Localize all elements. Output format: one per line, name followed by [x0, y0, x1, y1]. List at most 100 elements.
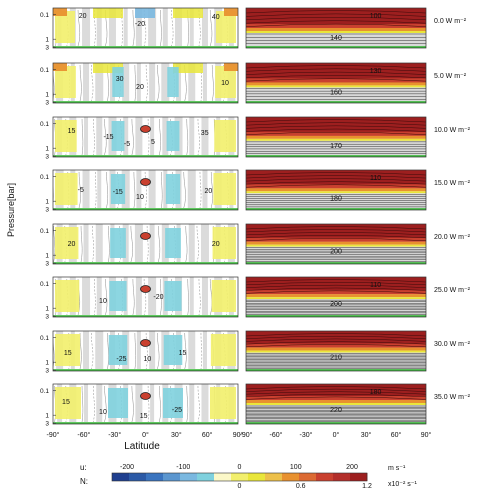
- n-transition-region: [246, 85, 426, 88]
- y-tick-label: 1: [45, 413, 49, 420]
- easterly-region-east: [164, 281, 182, 311]
- n-contour-line: [246, 78, 426, 82]
- n-transition-region: [246, 244, 426, 247]
- u-panel-frame: [52, 383, 239, 425]
- u-panel-frame: [52, 223, 239, 265]
- n-panel: 210 30.0 W m⁻²: [245, 330, 471, 372]
- n-contour-line: [246, 396, 426, 400]
- contour-line: [157, 64, 160, 102]
- n-contour-line: [246, 394, 426, 398]
- contour-band: [175, 8, 183, 46]
- x-ticks-left: -90° -60° -30° 0° 30° 60° 90°: [47, 431, 244, 439]
- contour-band: [135, 384, 143, 422]
- colorbar-n-symbol: N:: [80, 477, 88, 486]
- contour-band: [150, 384, 155, 422]
- easterly-region-east: [166, 121, 180, 151]
- u-panel-background: [53, 117, 238, 157]
- n-transition-region: [246, 350, 426, 353]
- colorbar-swatch: [112, 473, 130, 481]
- y-tick-label: 1: [45, 199, 49, 206]
- contour-line: [186, 385, 189, 423]
- contour-line: [131, 385, 134, 423]
- n-contour-line: [246, 68, 426, 72]
- jet-region-east: [212, 227, 236, 259]
- colorbar-swatch: [231, 473, 249, 481]
- n-contour-label: 140: [330, 35, 342, 42]
- contour-label: 10: [143, 356, 151, 363]
- u-panel-frame: [52, 7, 239, 49]
- contour-band: [83, 331, 90, 369]
- y-tick-label: 1: [45, 253, 49, 260]
- n-contour-label: 130: [370, 68, 382, 75]
- jet-region-west: [55, 227, 79, 259]
- contour-band: [123, 117, 129, 155]
- y-tick-label: 3: [45, 314, 49, 321]
- jet-region-east: [216, 11, 236, 43]
- easterly-region-west: [109, 281, 127, 311]
- contour-band: [95, 331, 104, 369]
- n-contour-line: [246, 341, 426, 345]
- x-tick-label: 60°: [202, 431, 213, 439]
- x-axis-label: Latitude: [124, 441, 160, 452]
- contour-band: [122, 63, 130, 101]
- n-contour-label: 180: [370, 389, 382, 396]
- contour-band: [202, 63, 207, 101]
- contour-band: [148, 8, 157, 46]
- jet-region: [93, 8, 123, 18]
- contour-band: [96, 277, 102, 315]
- colorbar-n-ticks: 0 0.6 1.2: [238, 483, 372, 489]
- jet-region-east: [214, 120, 236, 152]
- contour-line: [94, 9, 96, 47]
- n-contour-line: [246, 178, 426, 182]
- easterly-region-west: [111, 121, 125, 151]
- n-mid-region: [246, 184, 426, 189]
- y-tick-label: 0.1: [40, 228, 49, 235]
- x-tick-label: 30°: [171, 431, 182, 439]
- contour-line: [147, 385, 150, 423]
- forcing-label: 15.0 W m⁻²: [434, 180, 471, 187]
- contour-band: [82, 8, 91, 46]
- jet-region-west: [55, 11, 75, 43]
- n-panel: 170 10.0 W m⁻²: [245, 116, 471, 158]
- jet-region-west: [55, 334, 81, 366]
- n-transition-region: [246, 31, 426, 33]
- equatorial-jet-core: [140, 339, 151, 347]
- contour-line: [211, 64, 214, 102]
- contour-label: 15: [179, 350, 187, 357]
- contour-label: 10: [136, 194, 144, 201]
- n-contour-line: [246, 235, 426, 239]
- colorbar-swatch: [146, 473, 164, 481]
- n-high-region: [246, 8, 426, 28]
- contour-band: [97, 170, 102, 208]
- contour-band: [82, 277, 91, 315]
- forcing-label: 30.0 W m⁻²: [434, 341, 471, 348]
- contour-line: [183, 171, 186, 209]
- contour-line: [94, 278, 96, 316]
- contour-band: [189, 277, 194, 315]
- colorbar-n-tick: 1.2: [362, 483, 372, 489]
- contour-line: [80, 225, 83, 263]
- colorbar-u-ticks: -200 -100 0 100 200: [120, 464, 358, 471]
- n-contour-label: 110: [370, 175, 381, 182]
- n-mid-region: [246, 131, 426, 136]
- n-panel-frame: [245, 276, 427, 318]
- contour-label: -20: [153, 294, 163, 301]
- contour-band: [96, 117, 103, 155]
- contour-line: [198, 278, 201, 316]
- n-contour-line: [246, 125, 426, 129]
- n-contour-line: [246, 391, 426, 395]
- contour-line: [130, 225, 133, 263]
- x-ticks-right: -90° -60° -30° 0° 30° 60° 90°: [240, 431, 432, 439]
- n-mid-region: [246, 396, 426, 400]
- n-contour-line: [246, 344, 426, 348]
- n-low-region: [246, 352, 426, 371]
- jet-region: [173, 8, 203, 18]
- n-contour-line: [246, 282, 426, 286]
- colorbar-u-tick: 100: [290, 464, 302, 471]
- contour-line: [93, 385, 95, 423]
- forcing-label: 10.0 W m⁻²: [434, 127, 471, 134]
- contour-line: [104, 385, 107, 423]
- contour-band: [136, 331, 141, 369]
- n-contour-line: [246, 65, 426, 69]
